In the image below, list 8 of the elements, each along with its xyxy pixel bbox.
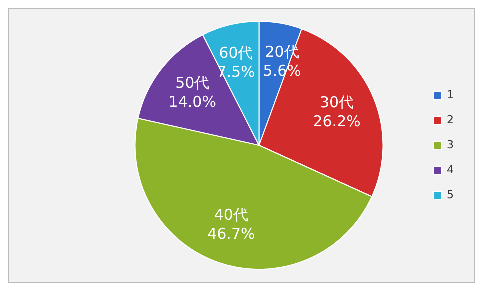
legend-label: 4 [447, 163, 454, 176]
legend-label: 2 [447, 113, 454, 126]
data-label: 40代 46.7% [208, 206, 256, 243]
data-label: 30代 26.2% [313, 93, 361, 130]
legend-label: 1 [447, 88, 454, 102]
data-label: 50代 14.0% [168, 74, 216, 112]
legend-label: 5 [447, 188, 454, 202]
legend-label: 3 [447, 138, 454, 152]
